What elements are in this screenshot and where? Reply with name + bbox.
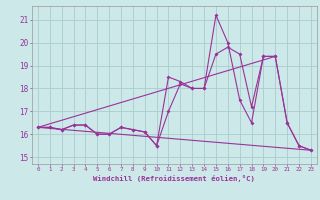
- X-axis label: Windchill (Refroidissement éolien,°C): Windchill (Refroidissement éolien,°C): [93, 175, 255, 182]
